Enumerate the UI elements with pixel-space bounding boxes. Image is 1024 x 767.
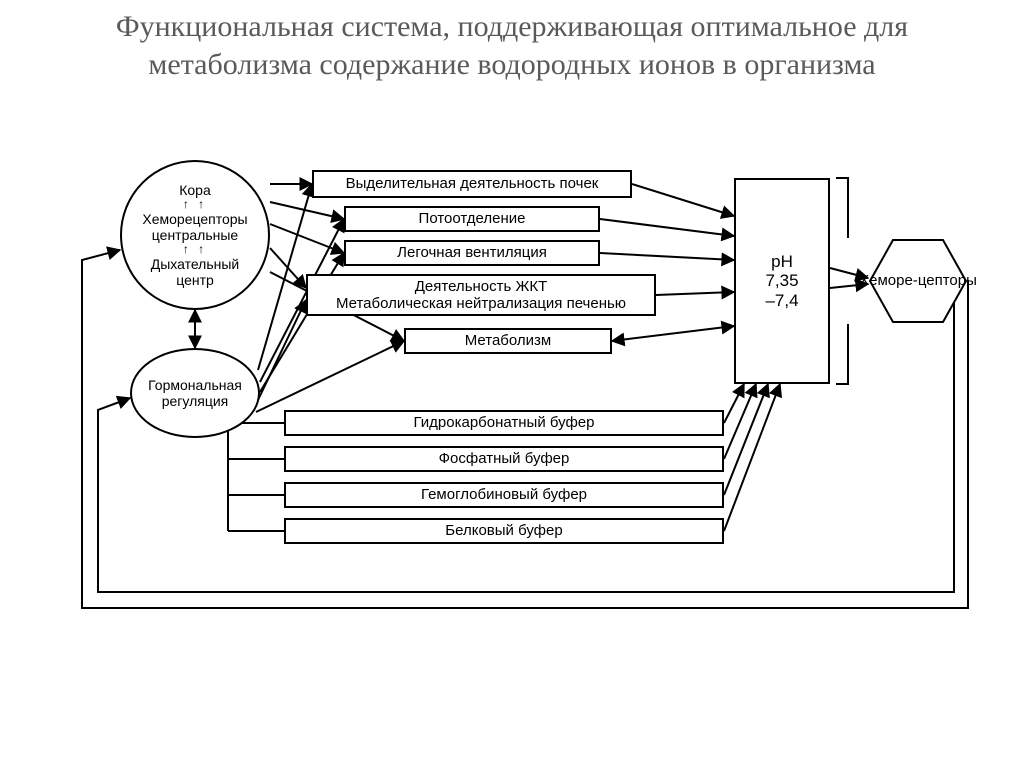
- edge: [600, 219, 734, 236]
- ph-line: pH: [771, 252, 793, 272]
- node-chemoreceptors-hex: Хеморе-цепторы: [868, 238, 968, 324]
- circle-line: центр: [176, 272, 214, 288]
- node-ph-range: pH7,35–7,4: [734, 178, 830, 384]
- edge: [270, 202, 344, 219]
- hex-line: Хеморе-: [859, 272, 918, 289]
- edge: [256, 341, 404, 412]
- circle-line: Гормональная: [148, 377, 242, 393]
- circle-line: Хеморецепторы: [142, 211, 247, 227]
- process-box: Выделительная деятельность почек: [312, 170, 632, 198]
- up-arrows-icon: ↑ ↑: [183, 244, 207, 255]
- edge: [258, 300, 306, 400]
- edge: [724, 384, 768, 495]
- edge: [270, 248, 306, 288]
- edge: [836, 178, 848, 238]
- circle-line: Кора: [179, 182, 211, 198]
- page-title: Функциональная система, поддерживающая о…: [0, 8, 1024, 83]
- circle-line: регуляция: [162, 393, 229, 409]
- buffer-box: Гемоглобиновый буфер: [284, 482, 724, 508]
- diagram-canvas: Кора↑ ↑Хеморецепторыцентральные↑ ↑Дыхате…: [48, 160, 976, 690]
- edge: [724, 384, 744, 423]
- ph-line: 7,35: [765, 271, 798, 291]
- edge: [612, 326, 734, 341]
- node-hormonal-circle: Гормональнаярегуляция: [130, 348, 260, 438]
- edge: [632, 184, 734, 216]
- edge: [836, 324, 848, 384]
- circle-line: центральные: [152, 227, 238, 243]
- process-box: Метаболизм: [404, 328, 612, 354]
- circle-line: Дыхательный: [151, 256, 240, 272]
- edge: [270, 224, 344, 253]
- edge: [724, 384, 756, 459]
- buffer-box: Фосфатный буфер: [284, 446, 724, 472]
- edge: [724, 384, 780, 531]
- process-box: Легочная вентиляция: [344, 240, 600, 266]
- edge: [656, 292, 734, 295]
- process-box: Деятельность ЖКТ Метаболическая нейтрали…: [306, 274, 656, 316]
- process-box: Потоотделение: [344, 206, 600, 232]
- hex-line: цепторы: [918, 272, 977, 289]
- buffer-box: Гидрокарбонатный буфер: [284, 410, 724, 436]
- buffer-box: Белковый буфер: [284, 518, 724, 544]
- edge: [600, 253, 734, 260]
- node-brain-circle: Кора↑ ↑Хеморецепторыцентральные↑ ↑Дыхате…: [120, 160, 270, 310]
- up-arrows-icon: ↑ ↑: [183, 199, 207, 210]
- ph-line: –7,4: [765, 291, 798, 311]
